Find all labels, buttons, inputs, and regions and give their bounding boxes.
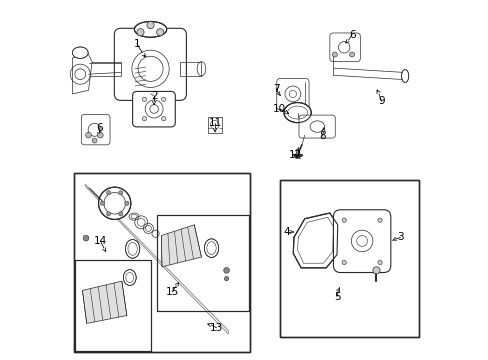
Circle shape xyxy=(119,212,122,216)
Ellipse shape xyxy=(284,103,310,123)
Text: 4: 4 xyxy=(283,227,289,237)
Text: 11: 11 xyxy=(208,118,221,128)
Bar xyxy=(279,180,418,337)
Text: 2: 2 xyxy=(150,91,157,101)
Bar xyxy=(86,62,121,76)
Circle shape xyxy=(341,260,346,265)
Text: 13: 13 xyxy=(209,323,223,333)
Circle shape xyxy=(142,117,146,121)
Circle shape xyxy=(124,201,129,206)
Bar xyxy=(156,215,249,311)
Circle shape xyxy=(161,97,165,102)
Circle shape xyxy=(99,187,131,220)
Circle shape xyxy=(106,190,110,195)
Circle shape xyxy=(349,52,354,57)
Circle shape xyxy=(156,29,163,36)
Polygon shape xyxy=(293,213,337,268)
FancyBboxPatch shape xyxy=(329,33,360,62)
Text: 5: 5 xyxy=(333,292,340,302)
Bar xyxy=(156,215,249,311)
Text: 12: 12 xyxy=(288,150,302,160)
Circle shape xyxy=(92,138,97,143)
Bar xyxy=(74,173,249,352)
Bar xyxy=(207,117,221,133)
FancyBboxPatch shape xyxy=(298,115,335,138)
Bar xyxy=(75,260,150,351)
Ellipse shape xyxy=(72,47,88,58)
Circle shape xyxy=(97,132,103,138)
Ellipse shape xyxy=(125,239,140,258)
Circle shape xyxy=(147,22,154,29)
Circle shape xyxy=(377,260,382,265)
Text: 15: 15 xyxy=(165,287,178,297)
Polygon shape xyxy=(85,184,228,334)
FancyBboxPatch shape xyxy=(114,28,186,100)
Circle shape xyxy=(85,132,91,138)
Text: 8: 8 xyxy=(319,131,325,141)
FancyBboxPatch shape xyxy=(333,210,390,273)
Ellipse shape xyxy=(134,22,166,37)
Ellipse shape xyxy=(401,69,408,82)
Text: 9: 9 xyxy=(377,96,384,106)
Text: 6: 6 xyxy=(348,30,355,40)
Text: 6: 6 xyxy=(96,123,102,133)
Bar xyxy=(74,173,249,352)
FancyBboxPatch shape xyxy=(276,78,308,110)
FancyBboxPatch shape xyxy=(81,114,110,145)
Circle shape xyxy=(161,117,165,121)
Text: 14: 14 xyxy=(94,236,107,246)
Circle shape xyxy=(100,201,104,206)
Polygon shape xyxy=(72,51,92,94)
Ellipse shape xyxy=(204,239,218,257)
Circle shape xyxy=(142,97,146,102)
Circle shape xyxy=(372,267,379,274)
FancyBboxPatch shape xyxy=(132,91,175,127)
Bar xyxy=(75,260,150,351)
Bar xyxy=(180,62,201,76)
Circle shape xyxy=(106,212,110,216)
Circle shape xyxy=(341,218,346,222)
Circle shape xyxy=(137,29,144,36)
Text: 10: 10 xyxy=(272,104,285,114)
Ellipse shape xyxy=(123,270,136,285)
Circle shape xyxy=(119,190,122,195)
Text: 3: 3 xyxy=(396,232,403,242)
Circle shape xyxy=(83,235,89,241)
Polygon shape xyxy=(82,281,126,323)
Circle shape xyxy=(332,52,337,57)
Bar xyxy=(279,180,418,337)
Polygon shape xyxy=(161,225,201,267)
Circle shape xyxy=(223,267,229,273)
Circle shape xyxy=(377,218,382,222)
Circle shape xyxy=(224,276,228,281)
Text: 7: 7 xyxy=(272,84,279,94)
Text: 1: 1 xyxy=(133,39,140,49)
